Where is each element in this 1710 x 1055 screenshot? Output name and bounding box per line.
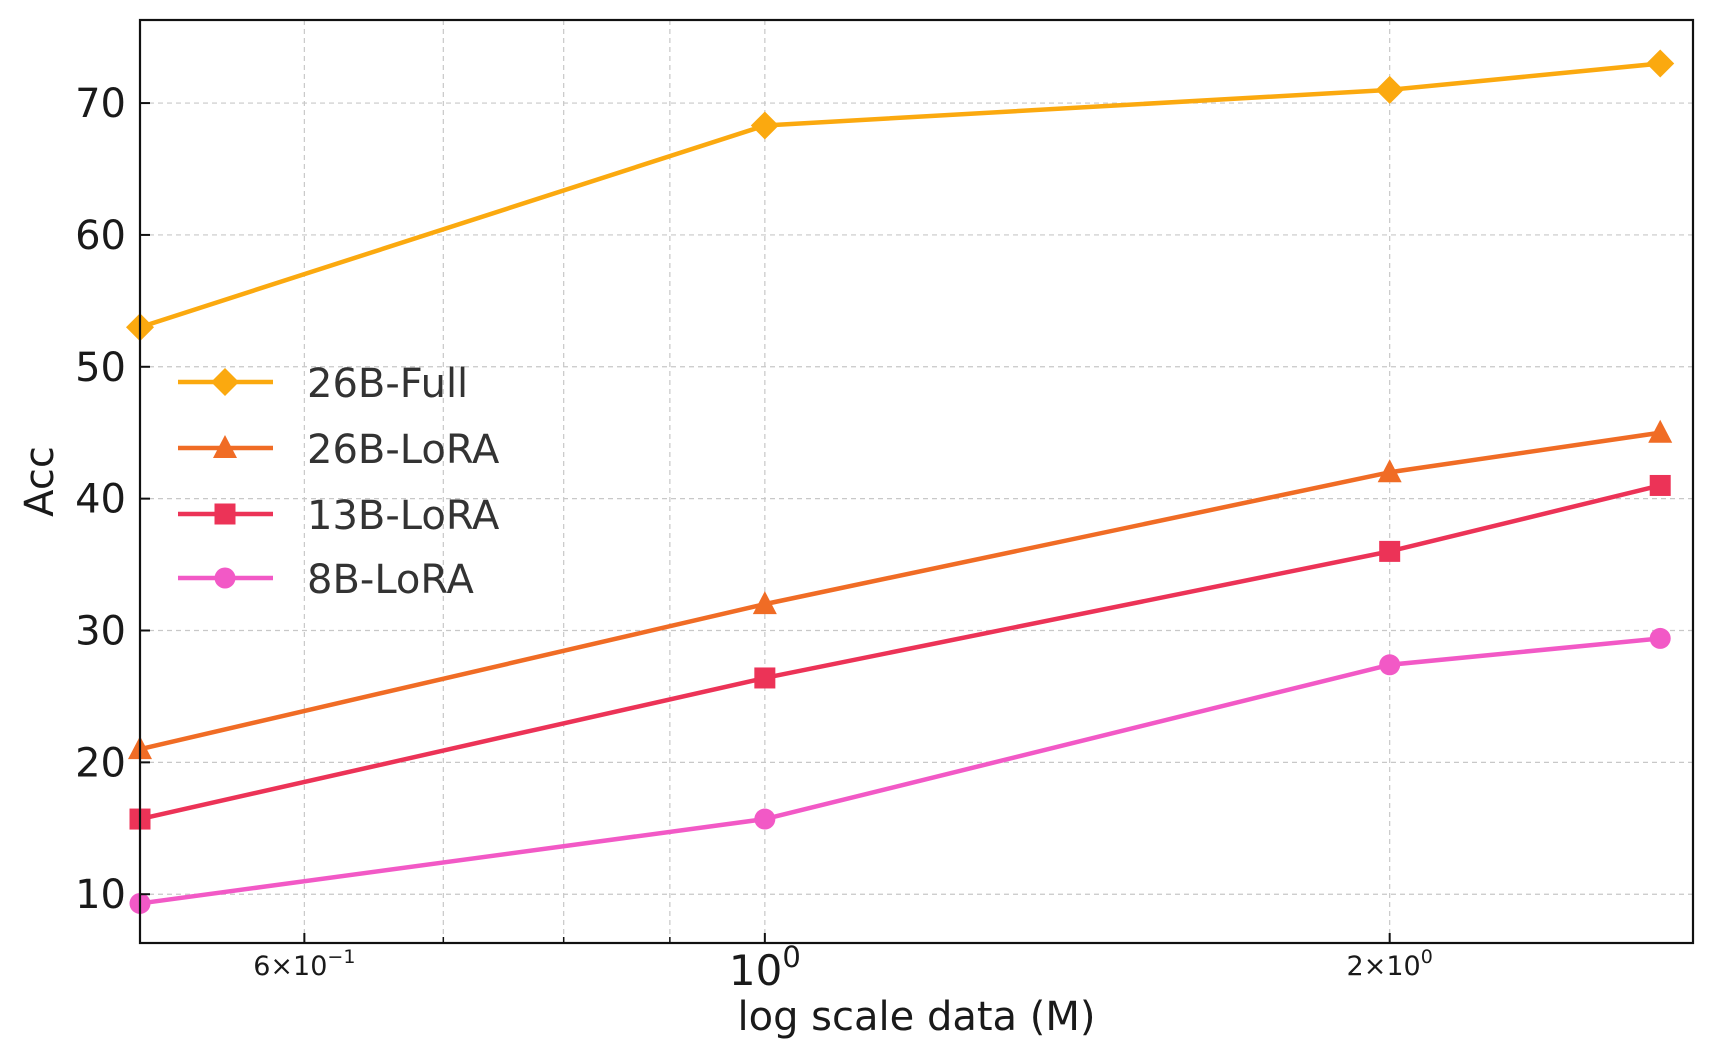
data-point-8b-lora [754,808,776,830]
series-8b-lora [129,627,1671,914]
data-point-26b-full [1646,49,1675,78]
series-26b-full [126,49,1675,342]
y-tick-label: 70 [75,81,126,127]
data-point-26b-lora [752,591,777,615]
x-axis-label: log scale data (M) [737,994,1095,1040]
legend-label-26b-lora: 26B-LoRA [307,427,500,473]
grid [139,20,1693,943]
data-point-8b-lora [1379,654,1401,676]
y-tick-label: 60 [75,213,126,259]
y-tick-label: 40 [75,477,126,523]
x-tick-label: 2×100 [1347,946,1433,982]
data-point-8b-lora [1649,627,1671,649]
legend-label-26b-full: 26B-Full [307,361,468,407]
y-axis-label: Acc [17,446,63,517]
y-tick-label: 10 [75,872,126,918]
plot-frame [138,18,1695,945]
legend-item-26b-lora: 26B-LoRA [178,427,500,473]
series-line-13b-lora [139,483,1661,822]
data-point-26b-lora [1377,459,1402,483]
series-26b-lora [128,419,1673,760]
legend-marker-26b-full [211,368,239,396]
data-point-26b-full [1375,75,1404,104]
y-tick-label: 50 [75,345,126,391]
legend-marker-8b-lora [214,567,236,589]
data-point-26b-full [750,111,779,140]
data-point-13b-lora [754,667,776,689]
legend-marker-13b-lora [214,503,236,525]
y-tick-label: 20 [75,740,126,786]
ticks [139,102,1391,943]
data-point-13b-lora [1649,474,1671,496]
legend: 26B-Full 26B-LoRA 13B-LoRA 8B-LoRA [178,361,500,603]
x-tick-label: 100 [729,940,801,995]
legend-marker-26b-lora [213,435,237,458]
series-line-8b-lora [139,636,1661,906]
tick-labels: 10 20 30 40 50 60 70 6×10−1 100 2×100 [75,81,1433,995]
legend-label-13b-lora: 13B-LoRA [307,493,500,539]
legend-label-8b-lora: 8B-LoRA [307,557,475,603]
y-tick-label: 30 [75,608,126,654]
legend-item-26b-full: 26B-Full [178,361,468,407]
series-line-26b-lora [139,430,1661,752]
series-line-26b-full [139,61,1661,330]
legend-item-8b-lora: 8B-LoRA [178,557,475,603]
series-layer [126,49,1675,914]
x-tick-label: 6×10−1 [253,946,355,982]
data-point-26b-lora [1648,419,1673,443]
legend-item-13b-lora: 13B-LoRA [178,493,500,539]
data-point-13b-lora [1379,540,1401,562]
